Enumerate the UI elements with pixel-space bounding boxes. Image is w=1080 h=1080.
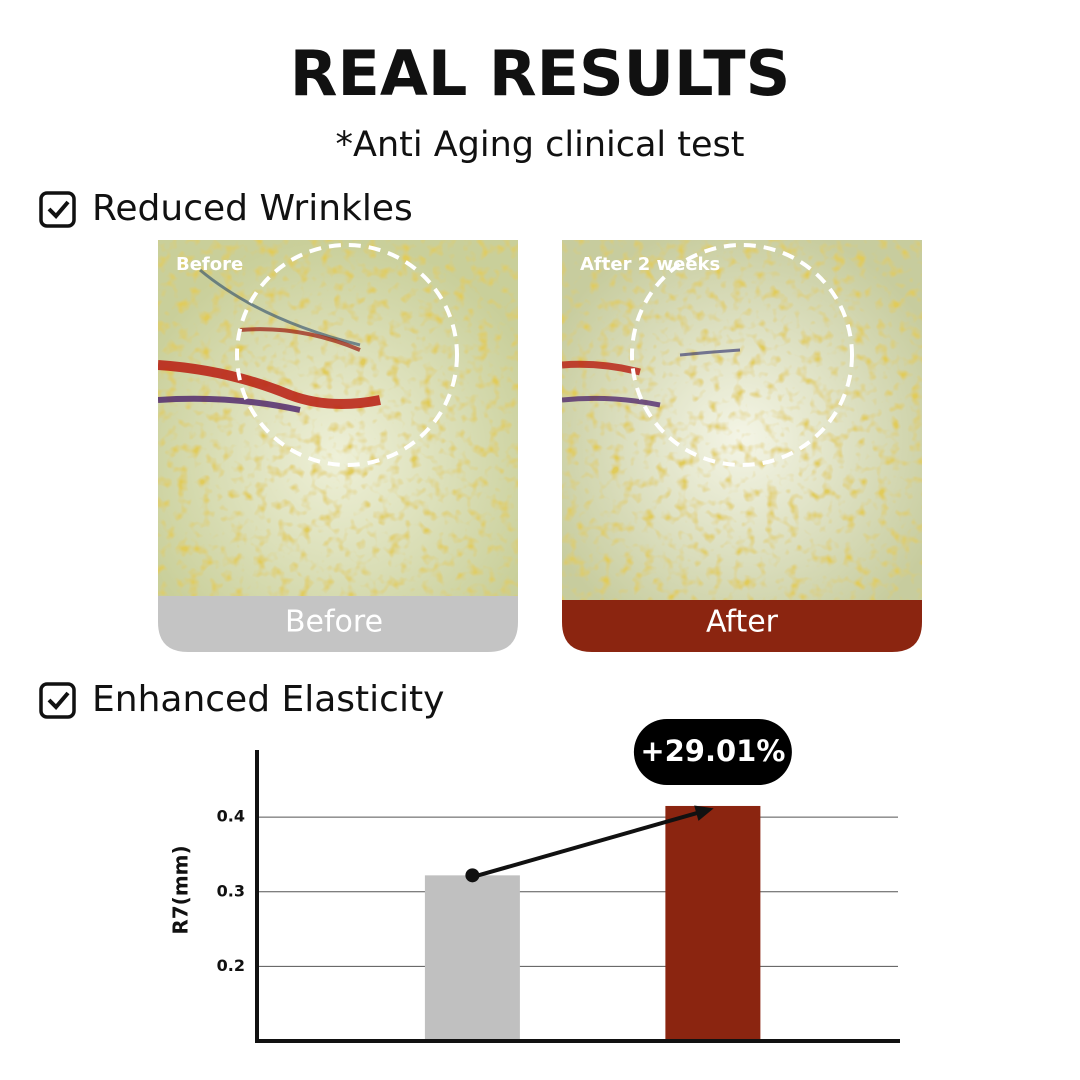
check-icon [39,682,76,719]
section-label: Reduced Wrinkles [92,188,413,229]
title: REAL RESULTS [290,37,790,110]
photo-after [562,240,922,600]
annotation: +29.01% [640,734,785,768]
photo-before [158,240,518,596]
annotation-pill [633,719,792,785]
y-tick-label: 0.3 [217,881,245,900]
caption-bar [562,600,922,652]
caption: After [706,605,779,640]
y-tick-label: 0.2 [217,956,245,975]
arrow-dot [465,868,480,883]
caption: Before [285,605,383,640]
arrow-head [694,805,714,821]
highlight-circle [630,243,854,467]
trend-arrow [477,808,709,878]
section-label: Enhanced Elasticity [92,679,444,720]
photo-overlay: After 2 weeks [580,254,720,275]
bar [424,875,520,1041]
photo-overlay: Before [176,254,243,275]
y-axis-label: R7(mm) [169,845,193,934]
y-tick-label: 0.4 [217,807,245,826]
check-icon [39,191,76,228]
caption-bar [158,596,518,652]
subtitle: *Anti Aging clinical test [336,125,745,165]
highlight-circle [235,243,459,467]
chart: 0.2 0.3 0.4 +29.01% [217,719,900,1043]
bar [665,805,761,1041]
